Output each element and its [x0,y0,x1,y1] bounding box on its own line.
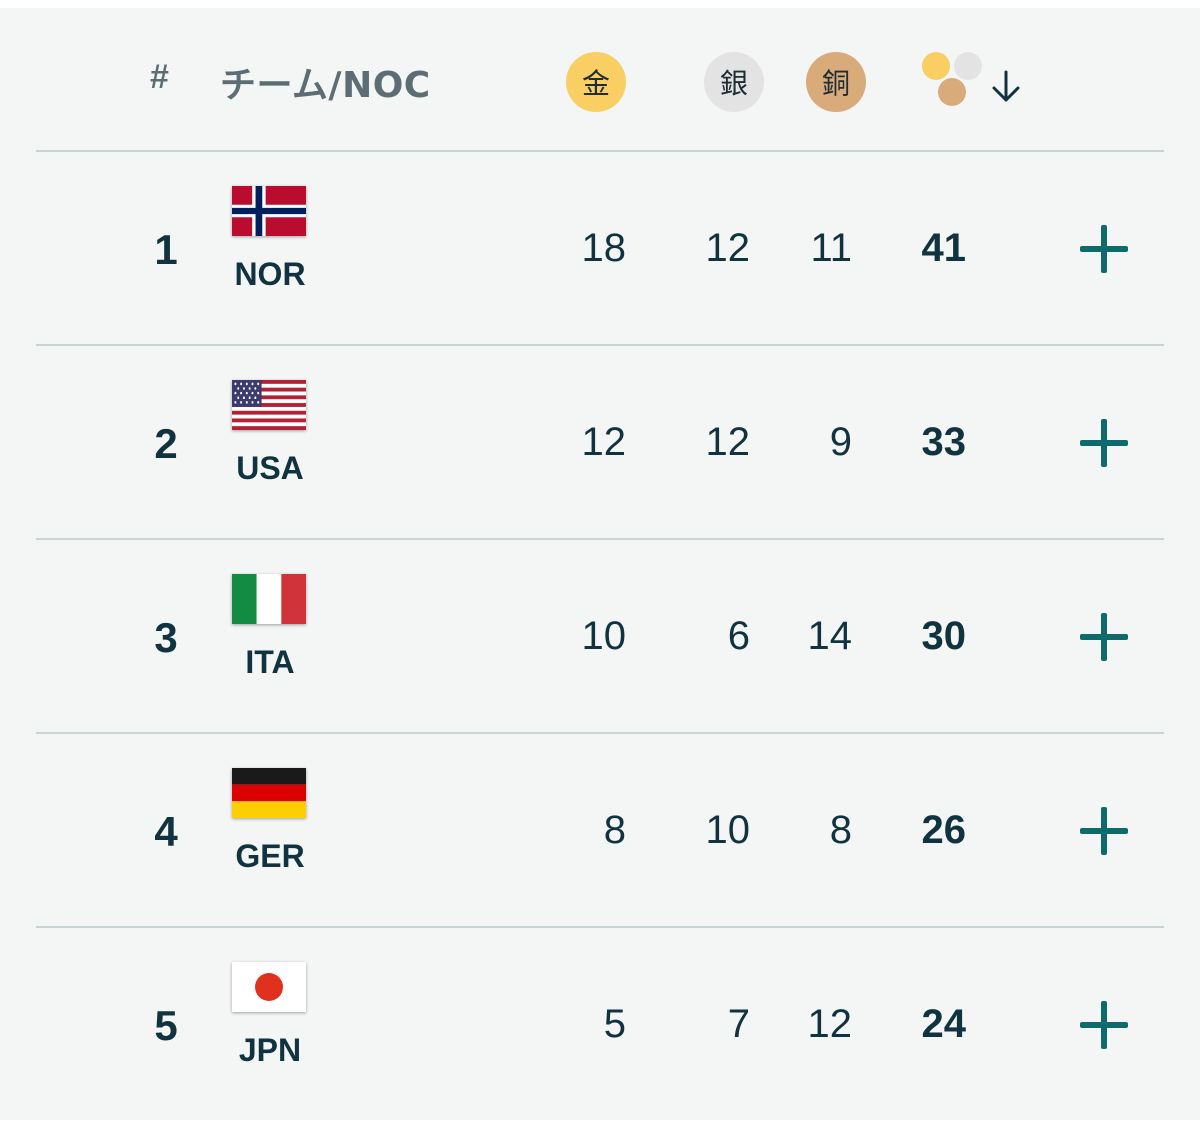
expand-plus-icon[interactable] [1076,998,1132,1054]
rank-value: 2 [154,420,178,467]
bronze-label: 銅 [821,67,850,100]
expand-plus-icon[interactable] [1076,804,1132,860]
total-count: 33 [921,420,967,464]
total-count: 26 [921,808,967,852]
expand-plus-icon[interactable] [1076,610,1132,666]
expand-plus-icon[interactable] [1076,222,1132,278]
usa-flag [232,380,306,430]
silver-label: 銀 [719,67,748,100]
noc-code[interactable]: USA [236,450,304,486]
bronze-count: 14 [807,614,853,658]
gold-count: 18 [581,226,627,270]
rank-value: 3 [154,614,178,661]
rank-column-header: # [150,58,169,96]
silver-count: 12 [705,420,751,464]
total-count: 24 [921,1002,967,1046]
bronze-count: 9 [829,420,852,464]
total-count: 30 [921,614,967,658]
silver-count: 10 [705,808,751,852]
arrow-down-icon [992,70,1020,102]
gold-count: 5 [603,1002,626,1046]
total-count: 41 [921,226,967,270]
gold-count: 10 [581,614,627,658]
medal-table: # チーム/NOC 金 銀 銅 1 [0,8,1200,1120]
table-row[interactable]: 5 JPN 5 7 12 24 [36,926,1164,1122]
silver-count: 12 [705,226,751,270]
medals-total-icon [922,52,1020,106]
japan-flag [232,962,306,1012]
silver-count: 6 [727,614,750,658]
team-column-header: チーム/NOC [220,65,431,106]
italy-flag [232,574,306,624]
table-row[interactable]: 1 NOR 18 12 11 41 [36,150,1164,346]
silver-count: 7 [727,1002,750,1046]
silver-medal-header[interactable]: 銀 [704,52,764,112]
expand-plus-icon[interactable] [1076,416,1132,472]
gold-medal-header[interactable]: 金 [566,52,626,112]
total-medals-header[interactable] [920,50,1030,114]
rank-value: 5 [154,1002,178,1049]
norway-flag [232,186,306,236]
rank-value: 4 [154,808,178,855]
bronze-count: 12 [807,1002,853,1046]
gold-count: 12 [581,420,627,464]
noc-code[interactable]: ITA [245,644,295,680]
table-row[interactable]: 4 GER 8 10 8 26 [36,732,1164,928]
bronze-medal-header[interactable]: 銅 [806,52,866,112]
rank-value: 1 [154,226,178,273]
medal-table-header: # チーム/NOC 金 銀 銅 [0,8,1200,152]
noc-code[interactable]: NOR [234,256,306,292]
bronze-count: 8 [829,808,852,852]
table-row[interactable]: 2 USA 12 1 [36,344,1164,540]
noc-code[interactable]: JPN [238,1032,302,1068]
table-row[interactable]: 3 ITA 10 6 14 30 [36,538,1164,734]
germany-flag [232,768,306,818]
noc-code[interactable]: GER [235,838,305,874]
bronze-count: 11 [810,226,852,270]
gold-label: 金 [581,67,610,100]
gold-count: 8 [603,808,626,852]
